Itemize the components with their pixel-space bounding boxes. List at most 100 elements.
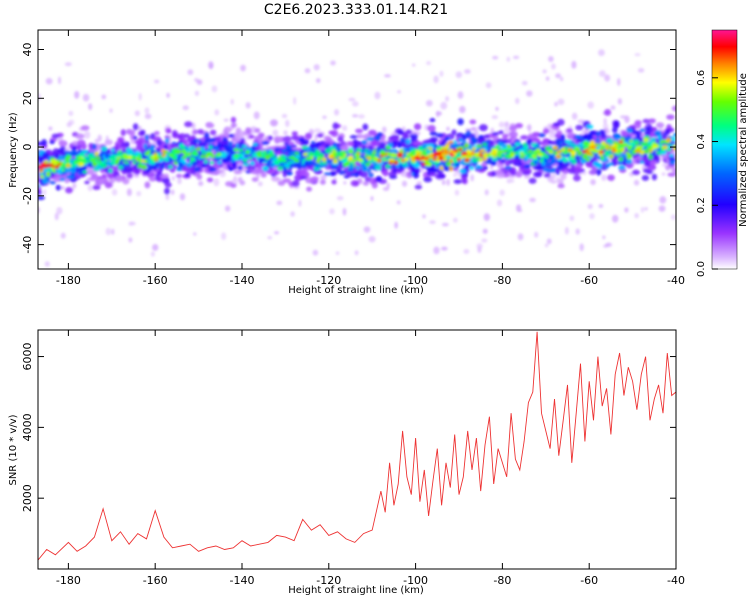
spectrogram-speckle xyxy=(550,180,557,184)
spectrogram-cell xyxy=(41,152,50,159)
spectrogram-x-tick-label: -60 xyxy=(580,274,598,287)
spectrogram-cell xyxy=(457,118,464,126)
spectrogram-y-tick-label: -20 xyxy=(21,187,34,205)
spectrogram-speckle xyxy=(314,128,321,134)
spectrogram-y-tick-label: -40 xyxy=(21,236,34,254)
spectrogram-cell xyxy=(192,138,201,142)
spectrogram-cell xyxy=(163,144,168,150)
spectrogram-cell xyxy=(125,168,132,174)
spectrogram-cell xyxy=(91,162,98,167)
spectrogram-cell xyxy=(619,147,625,153)
spectrogram-cell xyxy=(227,141,234,145)
spectrogram-cell xyxy=(80,152,85,157)
spectrogram-cell xyxy=(79,158,86,163)
spectrogram-cell xyxy=(515,123,523,129)
spectrogram-cell xyxy=(175,150,181,155)
spectrogram-cell xyxy=(570,154,576,159)
spectrogram-cell xyxy=(567,148,573,152)
spectrogram-speckle xyxy=(54,212,59,221)
spectrogram-cell xyxy=(391,149,398,154)
spectrogram-cell xyxy=(547,169,555,173)
spectrogram-speckle xyxy=(453,172,457,178)
spectrogram-speckle xyxy=(433,246,440,255)
spectrogram-cell xyxy=(248,134,255,139)
spectrogram-cell xyxy=(287,151,293,157)
spectrogram-cell xyxy=(494,144,501,149)
spectrogram-cell xyxy=(197,128,204,135)
spectrogram-cell xyxy=(253,135,263,140)
spectrogram-cell xyxy=(235,153,240,157)
spectrogram-cell xyxy=(626,155,632,160)
spectrogram-speckle xyxy=(517,233,524,241)
spectrogram-speckle xyxy=(587,101,595,109)
spectrogram-speckle xyxy=(368,235,376,243)
spectrogram-cell xyxy=(485,159,492,165)
spectrogram-cell xyxy=(588,169,598,176)
spectrogram-speckle xyxy=(571,60,577,69)
spectrogram-speckle xyxy=(128,221,133,226)
spectrogram-speckle xyxy=(445,95,450,102)
spectrogram-cell xyxy=(586,137,593,142)
spectrogram-cell xyxy=(595,162,603,169)
spectrogram-cell xyxy=(115,143,120,150)
spectrogram-cell xyxy=(557,183,565,189)
spectrogram-cell xyxy=(461,155,468,159)
spectrogram-cell xyxy=(366,156,372,160)
spectrogram-speckle xyxy=(602,123,609,129)
spectrogram-cell xyxy=(74,158,80,164)
spectrogram-speckle xyxy=(293,96,297,105)
spectrogram-speckle xyxy=(138,125,142,131)
spectrogram-cell xyxy=(285,171,293,176)
spectrogram-cell xyxy=(389,175,398,179)
spectrogram-cell xyxy=(152,154,158,159)
spectrogram-speckle xyxy=(285,119,290,128)
spectrogram-cell xyxy=(104,152,110,159)
spectrogram-cell xyxy=(520,135,529,140)
spectrogram-cell xyxy=(160,149,166,153)
spectrogram-cell xyxy=(262,150,268,154)
spectrogram-cell xyxy=(77,139,86,146)
spectrogram-speckle xyxy=(589,213,595,220)
spectrogram-speckle xyxy=(214,109,220,116)
spectrogram-cell xyxy=(94,178,104,186)
spectrogram-cell xyxy=(164,187,170,195)
spectrogram-cell xyxy=(331,179,337,185)
spectrogram-cell xyxy=(397,142,402,149)
spectrogram-cell xyxy=(41,139,47,147)
spectrogram-speckle xyxy=(670,214,676,220)
spectrogram-cell xyxy=(604,151,609,157)
spectrogram-speckle xyxy=(312,249,319,256)
spectrogram-speckle xyxy=(358,114,365,119)
spectrogram-cell xyxy=(438,155,444,161)
spectrogram-x-tick-label: -80 xyxy=(493,274,511,287)
spectrogram-cell xyxy=(144,181,151,189)
spectrogram-cell xyxy=(232,162,237,169)
spectrogram-cell xyxy=(460,176,468,181)
spectrogram-cell xyxy=(639,150,645,155)
spectrogram-cell xyxy=(348,155,354,160)
spectrogram-cell xyxy=(291,144,297,148)
spectrogram-cell xyxy=(519,155,525,159)
spectrogram-cell xyxy=(439,165,444,171)
spectrogram-speckle xyxy=(516,209,523,213)
spectrogram-speckle xyxy=(208,61,214,70)
spectrogram-cell xyxy=(615,152,621,157)
spectrogram-cell xyxy=(409,156,416,161)
spectrogram-cell xyxy=(120,129,126,137)
spectrogram-cell xyxy=(491,156,499,162)
spectrogram-cell xyxy=(173,161,178,165)
spectrogram-cell xyxy=(306,186,313,192)
spectrogram-speckle xyxy=(481,238,488,243)
spectrogram-cell xyxy=(601,141,607,146)
spectrogram-speckle xyxy=(557,98,565,106)
spectrogram-cell xyxy=(189,142,195,147)
spectrogram-cell xyxy=(294,151,300,156)
spectrogram-speckle xyxy=(111,228,115,235)
spectrogram-cell xyxy=(381,151,387,156)
spectrogram-cell xyxy=(552,145,559,150)
spectrogram-cell xyxy=(125,147,133,153)
spectrogram-cell xyxy=(466,150,472,154)
spectrogram-cell xyxy=(414,155,420,161)
spectrogram-speckle xyxy=(253,111,260,120)
spectrogram-cell xyxy=(51,169,57,173)
